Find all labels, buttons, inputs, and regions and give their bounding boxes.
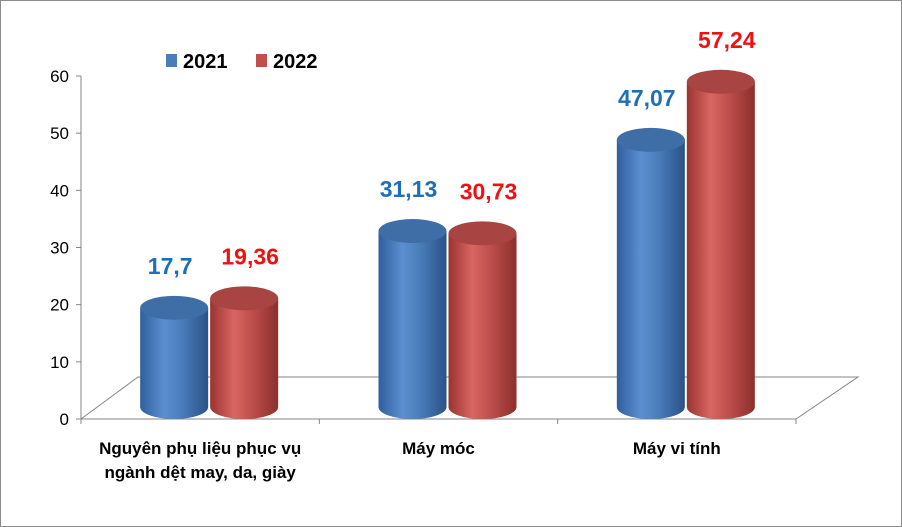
bar-top	[448, 221, 517, 246]
category-label: Máy vi tính	[633, 439, 721, 458]
bar-body	[616, 139, 685, 420]
category-label-line: Nguyên phụ liệu phục vụ	[99, 439, 301, 458]
bar-body	[686, 81, 755, 420]
y-tick-label: 60	[50, 67, 69, 86]
y-tick-label: 10	[50, 353, 69, 372]
y-tick-label: 50	[50, 124, 69, 143]
category-label-line: Máy móc	[402, 439, 475, 458]
data-label: 57,24	[698, 27, 756, 53]
y-tick-label: 40	[50, 181, 69, 200]
bar-body	[448, 233, 517, 420]
bar-top	[378, 219, 447, 244]
y-tick-label: 30	[50, 239, 69, 258]
y-tick-label: 20	[50, 296, 69, 315]
bar-top	[210, 286, 279, 311]
bar-2022	[686, 69, 755, 420]
bars	[140, 69, 755, 420]
legend-label: 2022	[273, 51, 318, 73]
bar-2022	[210, 286, 279, 419]
bar-top	[140, 295, 209, 320]
bar-body	[378, 231, 447, 420]
data-label: 47,07	[618, 85, 676, 111]
category-label: Nguyên phụ liệu phục vụ ngành dệt may, da…	[99, 439, 301, 482]
legend-swatch	[256, 54, 267, 67]
legend: 2021 2022	[166, 51, 318, 73]
bar-2021	[616, 127, 685, 420]
category-label-line: ngành dệt may, da, giày	[104, 463, 296, 482]
legend-label: 2021	[183, 51, 228, 73]
y-tick-label: 0	[60, 410, 69, 429]
category-label-line: Máy vi tính	[633, 439, 721, 458]
data-label: 30,73	[460, 178, 518, 204]
bar-body	[210, 298, 279, 419]
category-label: Máy móc	[402, 439, 475, 458]
data-label: 19,36	[221, 243, 279, 269]
labels: Nguyên phụ liệu phục vụ ngành dệt may, da…	[99, 27, 756, 482]
axes: 0 10 20 30 40 50 60	[50, 67, 82, 429]
data-label: 31,13	[380, 176, 438, 202]
bar-top	[686, 69, 755, 94]
bar-2021	[140, 295, 209, 420]
bar-top	[616, 127, 685, 152]
bar-2021	[378, 219, 447, 420]
bar-body	[140, 307, 209, 420]
data-label: 17,7	[148, 253, 193, 279]
legend-swatch	[166, 54, 177, 67]
bar-2022	[448, 221, 517, 420]
